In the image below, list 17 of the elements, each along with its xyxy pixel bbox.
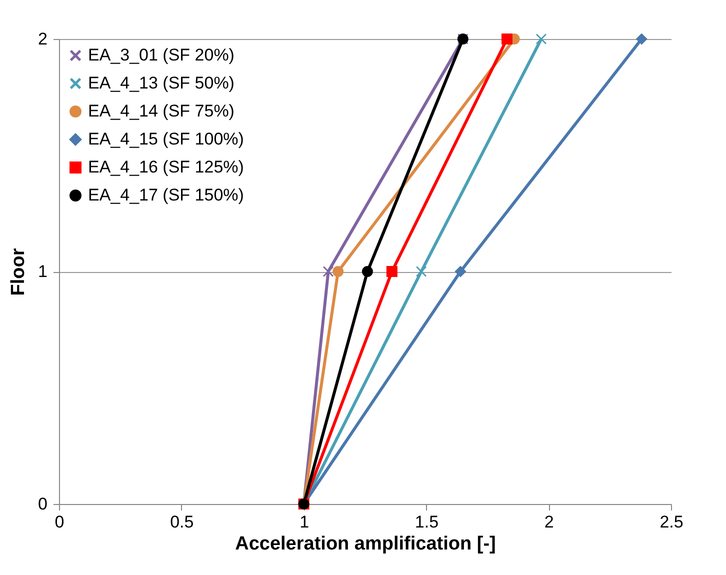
x-tick-label: 1.5 (414, 512, 439, 532)
x-tick-label: 0 (54, 512, 64, 532)
x-tick-label: 1 (300, 512, 310, 532)
legend-label: EA_4_14 (SF 75%) (88, 102, 234, 120)
legend-label: EA_4_13 (SF 50%) (88, 74, 234, 92)
x-tick-label: 2.5 (660, 512, 684, 532)
x-tick-label: 2 (544, 512, 554, 532)
legend-label: EA_3_01 (SF 20%) (88, 46, 234, 64)
x-tick-label: 0.5 (170, 512, 194, 532)
y-tick-label: 1 (38, 262, 48, 281)
legend-label: EA_4_16 (SF 125%) (88, 158, 244, 176)
legend-label: EA_4_15 (SF 100%) (88, 130, 244, 148)
legend-label: EA_4_17 (SF 150%) (88, 186, 244, 204)
x-axis-title: Acceleration amplification [-] (235, 534, 496, 554)
y-axis-title: Floor (8, 248, 30, 296)
y-tick-label: 2 (38, 30, 48, 48)
y-tick-label: 0 (38, 494, 48, 514)
